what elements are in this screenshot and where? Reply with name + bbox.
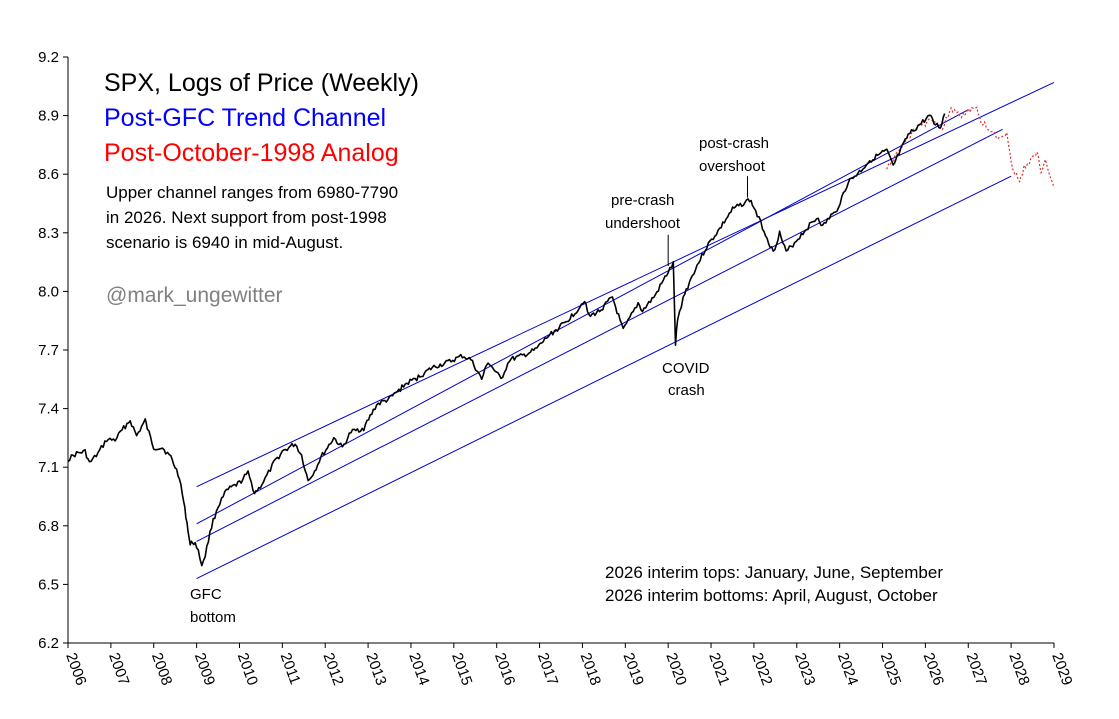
postcrash-label-1: post-crash <box>699 135 769 152</box>
y-tick-label: 8.6 <box>38 166 59 183</box>
price-series-group <box>67 113 946 567</box>
precrash-label-1: pre-crash <box>611 192 674 209</box>
y-tick-label: 8.3 <box>38 225 59 242</box>
gfc-label-2: bottom <box>190 609 236 626</box>
covid-label-1: COVID <box>662 360 710 377</box>
spx-price-line <box>67 113 946 567</box>
subtitle-analog: Post-October-1998 Analog <box>104 139 399 167</box>
y-tick-label: 6.2 <box>38 635 59 652</box>
interim-bottoms-note: 2026 interim bottoms: April, August, Oct… <box>605 586 938 605</box>
channel-line-4 <box>196 175 1012 579</box>
interim-tops-note: 2026 interim tops: January, June, Septem… <box>605 563 943 582</box>
chart-title: SPX, Logs of Price (Weekly) <box>104 69 419 97</box>
author-handle: @mark_ungewitter <box>106 284 283 307</box>
channel-line-1 <box>196 81 1055 488</box>
subtitle-trend-channel: Post-GFC Trend Channel <box>104 104 386 132</box>
precrash-label-2: undershoot <box>605 215 681 232</box>
note-line-2: in 2026. Next support from post-1998 <box>106 208 387 227</box>
y-tick-labels: 6.2 6.5 6.8 7.1 7.4 7.7 8.0 8.3 8.6 8.9 9.2 <box>38 49 59 652</box>
axes-group <box>63 56 1055 648</box>
note-line-1: Upper channel ranges from 6980-7790 <box>106 183 398 202</box>
covid-label-2: crash <box>668 382 705 399</box>
postcrash-label-2: overshoot <box>699 158 766 175</box>
y-tick-label: 6.8 <box>38 518 59 535</box>
y-tick-label: 7.7 <box>38 342 59 359</box>
channel-line-2 <box>196 109 969 525</box>
note-line-3: scenario is 6940 in mid-August. <box>106 233 343 252</box>
analog-line <box>886 106 1055 189</box>
y-tick-label: 6.5 <box>38 576 59 593</box>
y-tick-label: 7.4 <box>38 401 59 418</box>
trend-channel-group <box>196 81 1055 579</box>
y-tick-label: 8.9 <box>38 108 59 125</box>
channel-line-3 <box>196 128 1003 542</box>
y-tick-label: 7.1 <box>38 459 59 476</box>
y-tick-label: 8.0 <box>38 283 59 300</box>
analog-series-group <box>886 106 1055 189</box>
gfc-label-1: GFC <box>190 586 222 603</box>
y-tick-label: 9.2 <box>38 49 59 66</box>
